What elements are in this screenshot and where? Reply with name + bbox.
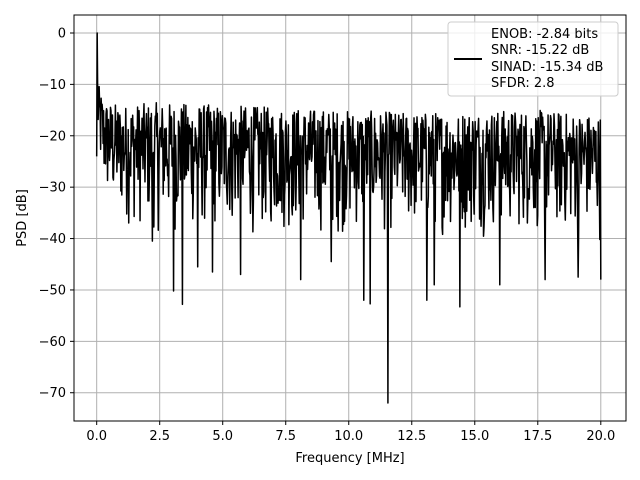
legend-line-snr: SNR: -15.22 dB	[491, 43, 589, 58]
legend-box	[447, 21, 619, 97]
y-tick-label: −10	[39, 78, 66, 93]
x-axis-ticks: 0.0 2.5 5.0 7.5 10.0 12.5 15.0 17.5 20.0	[86, 421, 615, 444]
psd-line	[95, 32, 602, 404]
x-tick-label: 7.5	[275, 429, 296, 444]
x-tick-label: 0.0	[86, 429, 107, 444]
y-tick-label: −60	[39, 335, 66, 350]
legend: ENOB: -2.84 bits SNR: -15.22 dB SINAD: -…	[447, 21, 619, 97]
x-axis-label: Frequency [MHz]	[295, 451, 404, 466]
x-tick-label: 17.5	[523, 429, 552, 444]
y-tick-label: −70	[39, 386, 66, 401]
y-tick-label: 0	[58, 26, 66, 41]
plot-frame	[73, 14, 627, 422]
x-tick-label: 10.0	[334, 429, 363, 444]
x-tick-label: 5.0	[212, 429, 233, 444]
y-tick-label: −50	[39, 283, 66, 298]
legend-line-sfdr: SFDR: 2.8	[491, 76, 555, 91]
legend-line-enob: ENOB: -2.84 bits	[491, 27, 598, 42]
y-tick-label: −20	[39, 129, 66, 144]
psd-series	[95, 32, 602, 404]
x-tick-label: 2.5	[149, 429, 170, 444]
legend-line-sinad: SINAD: -15.34 dB	[491, 60, 603, 75]
x-tick-label: 12.5	[397, 429, 426, 444]
y-tick-label: −40	[39, 232, 66, 247]
x-tick-label: 15.0	[460, 429, 489, 444]
y-axis-label: PSD [dB]	[15, 189, 30, 247]
y-axis-ticks: 0 −10 −20 −30 −40 −50 −60 −70	[39, 26, 74, 401]
y-tick-label: −30	[39, 181, 66, 196]
x-tick-label: 20.0	[586, 429, 615, 444]
